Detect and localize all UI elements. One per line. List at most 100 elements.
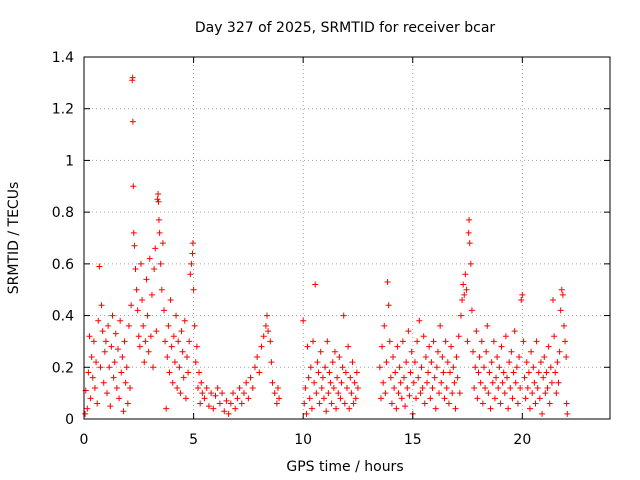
data-point xyxy=(216,400,223,407)
data-point xyxy=(159,240,166,247)
data-point xyxy=(497,400,504,407)
x-axis-label: GPS time / hours xyxy=(286,459,403,475)
plot-frame xyxy=(83,56,611,420)
data-point xyxy=(124,400,131,407)
data-point xyxy=(459,297,466,304)
data-point xyxy=(534,384,541,391)
data-point xyxy=(192,359,199,366)
data-point xyxy=(344,384,350,391)
data-point xyxy=(177,390,184,397)
data-point xyxy=(513,364,520,371)
data-point xyxy=(353,369,360,376)
data-point xyxy=(337,395,344,402)
data-point xyxy=(314,359,321,366)
data-point xyxy=(430,338,437,345)
y-tick-label: 0.4 xyxy=(52,309,74,325)
data-point xyxy=(351,379,358,386)
data-point xyxy=(381,322,388,329)
data-point xyxy=(330,384,337,391)
data-point xyxy=(300,317,307,324)
data-point xyxy=(123,364,130,371)
data-point xyxy=(427,395,434,402)
data-point xyxy=(191,322,198,329)
data-point xyxy=(387,374,394,381)
y-tick-label: 1.4 xyxy=(52,50,74,66)
data-point xyxy=(178,328,185,335)
data-point xyxy=(319,374,326,381)
data-point xyxy=(316,400,323,407)
y-axis-label: SRMTID / TECUs xyxy=(6,182,22,295)
data-point xyxy=(348,390,355,397)
data-point xyxy=(155,191,162,198)
data-point xyxy=(376,364,383,371)
data-point xyxy=(189,250,196,257)
data-point xyxy=(489,379,496,386)
data-point xyxy=(271,390,278,397)
data-point xyxy=(276,395,283,402)
data-point xyxy=(324,338,331,345)
data-point xyxy=(131,242,138,249)
data-point xyxy=(563,353,570,360)
data-point xyxy=(535,369,542,376)
data-point xyxy=(317,348,324,355)
data-point xyxy=(210,405,217,412)
data-point xyxy=(455,333,462,340)
data-point xyxy=(109,312,116,319)
data-point xyxy=(531,379,538,386)
data-point xyxy=(334,374,341,381)
data-point xyxy=(140,322,147,329)
data-point xyxy=(108,343,115,350)
data-point xyxy=(349,359,356,366)
data-point xyxy=(193,343,200,350)
data-point xyxy=(546,400,553,407)
data-point xyxy=(416,317,423,324)
data-point xyxy=(528,348,535,355)
data-point xyxy=(380,379,387,386)
y-tick-label: 0.6 xyxy=(52,257,74,273)
data-point xyxy=(484,322,491,329)
data-point xyxy=(559,291,566,298)
data-point xyxy=(157,260,164,267)
data-point xyxy=(423,379,430,386)
data-point xyxy=(483,348,490,355)
data-point xyxy=(168,343,175,350)
data-point xyxy=(511,328,518,335)
data-point xyxy=(388,400,395,407)
data-point xyxy=(475,369,482,376)
data-point xyxy=(116,395,123,402)
data-point xyxy=(184,353,191,360)
data-point xyxy=(269,379,276,386)
data-point xyxy=(227,400,234,407)
data-point xyxy=(507,384,514,391)
data-point xyxy=(196,369,203,376)
data-point xyxy=(560,322,567,329)
data-point xyxy=(494,353,501,360)
data-point xyxy=(129,74,136,81)
data-point xyxy=(262,322,269,329)
data-point xyxy=(187,271,194,278)
data-point xyxy=(557,307,564,314)
data-point xyxy=(260,333,267,340)
data-point xyxy=(404,384,411,391)
data-point xyxy=(125,322,132,329)
data-points xyxy=(82,74,571,417)
data-point xyxy=(240,390,247,397)
data-point xyxy=(139,297,146,304)
data-point xyxy=(405,328,412,335)
data-point xyxy=(151,266,158,273)
data-point xyxy=(136,343,143,350)
data-point xyxy=(518,297,525,304)
data-point xyxy=(94,400,101,407)
data-point xyxy=(160,307,167,314)
data-point xyxy=(536,395,543,402)
data-point xyxy=(466,216,473,223)
data-point xyxy=(101,348,108,355)
data-point xyxy=(121,338,128,345)
data-point xyxy=(529,390,536,397)
data-point xyxy=(107,403,114,410)
data-point xyxy=(86,333,93,340)
data-point xyxy=(186,338,193,345)
y-tick-label: 0.2 xyxy=(52,360,74,376)
data-point xyxy=(465,229,472,236)
